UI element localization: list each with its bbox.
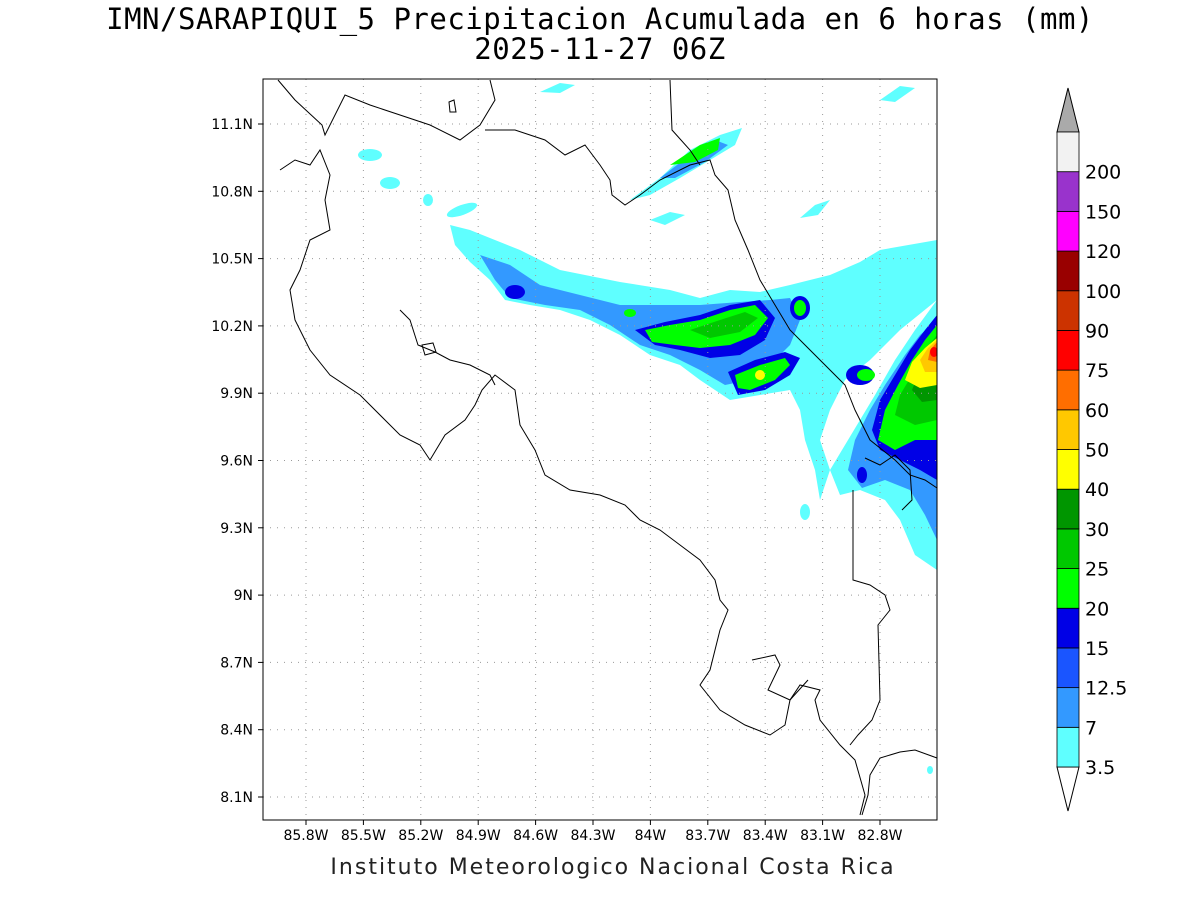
lon-tick-label: 83.7W [685, 828, 730, 844]
colorbar-swatch [1056, 568, 1080, 609]
precip-band-cyan [650, 212, 685, 225]
precip-patch-20mm [794, 300, 806, 316]
colorbar-level-label: 60 [1085, 400, 1109, 422]
colorbar-level-label: 20 [1085, 598, 1109, 620]
precip-core-40mm [755, 370, 765, 380]
lat-tick-label: 9.9N [220, 386, 253, 402]
precip-patch-cyan [446, 202, 478, 218]
colorbar-swatch [1056, 131, 1080, 173]
precip-patch-cyan [380, 177, 400, 189]
coastline [277, 79, 938, 816]
precip-patch-15mm [857, 467, 867, 483]
lon-tick-label: 85.5W [341, 828, 386, 844]
colorbar-swatch [1056, 607, 1080, 649]
colorbar-swatch [1056, 409, 1080, 450]
colorbar-level-label: 200 [1085, 162, 1121, 184]
lat-tick-label: 8.1N [220, 790, 253, 806]
colorbar-over-triangle [1056, 87, 1080, 133]
colorbar-swatch [1056, 250, 1080, 292]
map-subtitle: 2025-11-27 06Z [474, 32, 726, 66]
colorbar-swatch [1056, 647, 1080, 689]
precip-band-cyan [800, 200, 830, 218]
colorbar: 3.5 7 12.5 15 20 25 30 40 50 60 75 90 100 120 150 200 [1056, 87, 1127, 812]
colorbar-swatch [1056, 528, 1080, 569]
colorbar-swatch [1056, 290, 1080, 331]
lat-tick-label: 10.5N [211, 252, 253, 268]
colorbar-swatch [1056, 449, 1080, 490]
lat-tick-label: 10.2N [211, 319, 253, 335]
lat-tick-label: 9.6N [220, 454, 253, 470]
colorbar-swatch [1056, 171, 1080, 212]
precip-band-25mm [690, 312, 758, 338]
precip-patch-15mm [505, 285, 525, 299]
colorbar-under-triangle [1056, 766, 1080, 812]
colorbar-level-label: 12.5 [1085, 678, 1127, 700]
colorbar-level-label: 7 [1085, 717, 1097, 739]
colorbar-level-label: 3.5 [1085, 757, 1115, 779]
precip-patch-cyan [800, 504, 810, 520]
lon-tick-label: 84.9W [456, 828, 501, 844]
map-title: IMN/SARAPIQUI_5 Precipitacion Acumulada … [106, 2, 1094, 36]
map-axes: 11.1N 10.8N 10.5N 10.2N 9.9N 9.6N 9.3N 9N 8.7N 8.… [211, 117, 902, 844]
lon-tick-label: 82.8W [857, 828, 902, 844]
colorbar-level-label: 120 [1085, 241, 1121, 263]
precip-patch-20mm [624, 309, 636, 317]
lat-tick-label: 8.4N [220, 723, 253, 739]
colorbar-swatch [1056, 726, 1080, 768]
precip-band-cyan [880, 86, 915, 102]
colorbar-level-label: 50 [1085, 440, 1109, 462]
colorbar-level-label: 90 [1085, 320, 1109, 342]
colorbar-swatch [1056, 330, 1080, 371]
colorbar-level-label: 150 [1085, 201, 1121, 223]
colorbar-swatch [1056, 369, 1080, 411]
precip-patch-cyan [927, 766, 933, 774]
lat-tick-label: 8.7N [220, 655, 253, 671]
precip-patch-cyan [358, 149, 382, 161]
lat-tick-label: 11.1N [211, 117, 253, 133]
precip-patch-20mm [857, 369, 875, 381]
lon-tick-label: 83.1W [800, 828, 845, 844]
colorbar-level-label: 75 [1085, 360, 1109, 382]
map-frame [262, 78, 938, 821]
credit-footer: Instituto Meteorologico Nacional Costa R… [330, 855, 896, 880]
lon-tick-label: 85.8W [283, 828, 328, 844]
lat-tick-label: 10.8N [211, 184, 253, 200]
colorbar-level-label: 40 [1085, 479, 1109, 501]
colorbar-swatch [1056, 488, 1080, 530]
colorbar-level-label: 30 [1085, 519, 1109, 541]
colorbar-swatch [1056, 210, 1080, 252]
lon-tick-label: 84.3W [570, 828, 615, 844]
lon-tick-label: 83.4W [743, 828, 788, 844]
lon-tick-label: 84.6W [513, 828, 558, 844]
lat-tick-label: 9.3N [220, 521, 253, 537]
colorbar-level-label: 100 [1085, 281, 1121, 303]
colorbar-level-label: 25 [1085, 559, 1109, 581]
lon-tick-label: 84W [635, 828, 667, 844]
precip-band-20mm [670, 138, 720, 165]
precip-band-cyan [540, 83, 575, 93]
precip-patch-cyan [423, 194, 433, 206]
precip-core-75mm [930, 347, 937, 357]
graticule [263, 79, 937, 820]
precipitation-field [358, 83, 937, 774]
lon-tick-label: 85.2W [398, 828, 443, 844]
colorbar-swatch [1056, 687, 1080, 728]
colorbar-level-label: 15 [1085, 638, 1109, 660]
lat-tick-label: 9N [234, 588, 253, 604]
